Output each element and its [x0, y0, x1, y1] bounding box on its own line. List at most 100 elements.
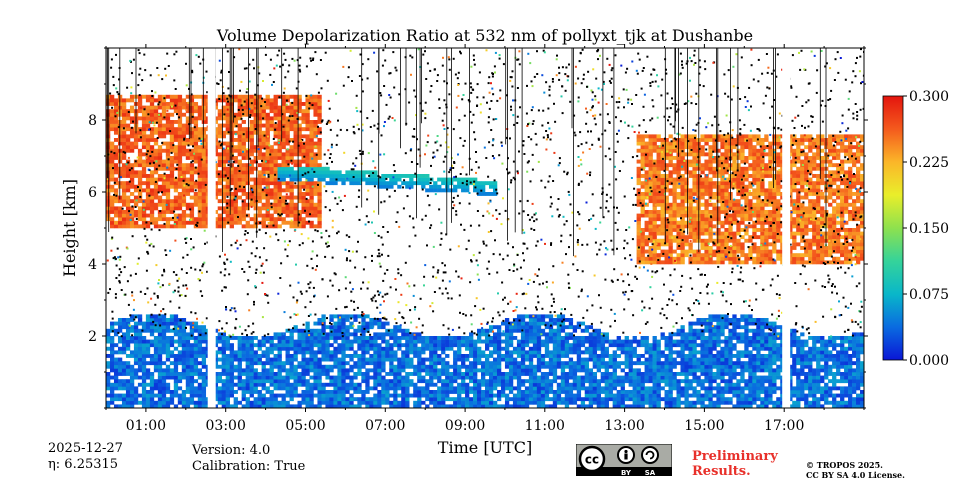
depolarization-cell — [301, 184, 306, 189]
depolarization-cell — [345, 372, 350, 376]
depolarization-cell — [265, 102, 270, 106]
depolarization-cell — [137, 336, 143, 340]
depolarization-cell — [441, 350, 446, 355]
depolarization-cell — [564, 386, 570, 391]
depolarization-cell — [325, 372, 330, 376]
depolarization-cell — [333, 174, 338, 178]
depolarization-cell — [261, 361, 266, 366]
depolarization-cell — [524, 350, 530, 355]
depolarization-cell — [532, 368, 538, 373]
depolarization-cell — [233, 210, 238, 214]
depolarization-cell — [129, 404, 135, 408]
depolarization-cell — [145, 346, 151, 351]
depolarization-cell — [229, 375, 234, 380]
depolarization-cell — [616, 404, 621, 408]
depolarization-cell — [241, 350, 246, 355]
depolarization-cell — [221, 393, 226, 398]
depolarization-cell — [405, 354, 410, 358]
depolarization-cell — [520, 364, 526, 369]
depolarization-cell — [345, 404, 350, 408]
depolarization-cell — [169, 98, 175, 103]
depolarization-cell — [165, 123, 171, 128]
depolarization-cell — [393, 364, 398, 369]
depolarization-cell — [393, 177, 398, 182]
depolarization-cell — [680, 217, 685, 222]
depolarization-cell — [261, 372, 266, 376]
depolarization-cell — [393, 404, 398, 408]
depolarization-cell — [181, 152, 187, 157]
depolarization-cell — [544, 314, 550, 319]
depolarization-cell — [153, 98, 159, 103]
depolarization-cell — [377, 181, 382, 186]
depolarization-cell — [257, 379, 262, 384]
depolarization-cell — [149, 379, 155, 384]
depolarization-cell — [660, 199, 665, 204]
depolarization-cell — [109, 375, 115, 380]
depolarization-cell — [241, 379, 246, 384]
depolarization-cell — [668, 336, 673, 340]
depolarization-cell — [305, 400, 310, 405]
depolarization-cell — [528, 379, 534, 384]
depolarization-cell — [169, 390, 175, 394]
depolarization-cell — [421, 390, 426, 394]
depolarization-cell — [213, 163, 219, 168]
depolarization-cell — [177, 206, 183, 211]
depolarization-cell — [592, 390, 598, 394]
depolarization-cell — [197, 174, 203, 178]
depolarization-cell — [313, 98, 318, 103]
depolarization-cell — [508, 328, 514, 333]
depolarization-cell — [173, 202, 179, 207]
depolarization-cell — [133, 170, 139, 175]
depolarization-cell — [409, 174, 414, 178]
depolarization-cell — [668, 386, 673, 391]
depolarization-cell — [648, 400, 653, 405]
depolarization-cell — [560, 382, 566, 387]
depolarization-cell — [592, 350, 598, 355]
depolarization-cell — [317, 397, 322, 402]
depolarization-cell — [193, 145, 199, 150]
depolarization-cell — [321, 368, 326, 373]
depolarization-cell — [556, 314, 562, 319]
depolarization-cell — [141, 127, 147, 132]
depolarization-cell — [532, 339, 538, 344]
depolarization-cell — [457, 386, 462, 391]
depolarization-cell — [528, 325, 534, 330]
depolarization-cell — [257, 372, 262, 376]
depolarization-cell — [337, 170, 342, 175]
depolarization-cell — [441, 368, 446, 373]
depolarization-cell — [688, 213, 693, 218]
depolarization-cell — [481, 382, 486, 387]
depolarization-cell — [317, 343, 322, 348]
depolarization-cell — [309, 134, 314, 139]
depolarization-cell — [277, 123, 282, 128]
depolarization-cell — [253, 379, 258, 384]
depolarization-cell — [381, 336, 386, 340]
depolarization-cell — [357, 400, 362, 405]
depolarization-cell — [181, 166, 187, 171]
depolarization-cell — [465, 346, 470, 351]
depolarization-cell — [668, 354, 673, 358]
depolarization-cell — [269, 166, 274, 171]
depolarization-cell — [189, 102, 195, 106]
depolarization-cell — [269, 404, 274, 408]
depolarization-cell — [117, 213, 123, 218]
depolarization-cell — [469, 375, 474, 380]
depolarization-cell — [161, 174, 167, 178]
depolarization-cell — [397, 357, 402, 362]
depolarization-cell — [309, 199, 314, 204]
depolarization-cell — [309, 141, 314, 146]
depolarization-cell — [189, 94, 195, 99]
depolarization-cell — [249, 357, 254, 362]
depolarization-cell — [233, 112, 238, 117]
depolarization-cell — [153, 368, 159, 373]
depolarization-cell — [640, 260, 645, 265]
depolarization-cell — [333, 325, 338, 330]
depolarization-cell — [377, 404, 382, 408]
depolarization-cell — [113, 192, 119, 196]
depolarization-cell — [281, 152, 286, 157]
depolarization-cell — [129, 372, 135, 376]
depolarization-cell — [153, 318, 159, 322]
depolarization-cell — [185, 127, 191, 132]
depolarization-cell — [325, 382, 330, 387]
depolarization-cell — [652, 220, 657, 225]
